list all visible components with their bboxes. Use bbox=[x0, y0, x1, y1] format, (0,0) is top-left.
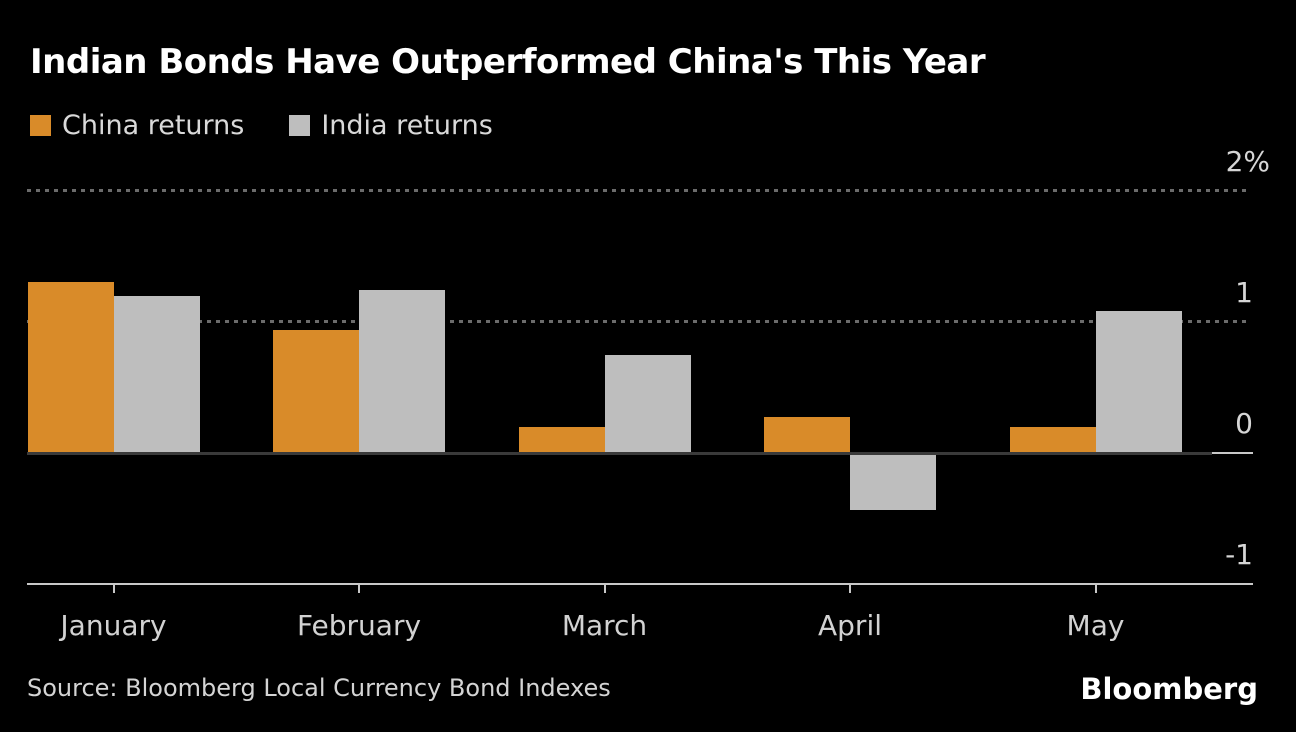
gridline-1 bbox=[27, 320, 1250, 323]
x-axis-label-april: April bbox=[818, 609, 882, 642]
legend-swatch-china bbox=[30, 115, 51, 136]
x-axis-tick-april bbox=[849, 583, 851, 593]
zero-line bbox=[27, 452, 1212, 455]
x-axis-label-march: March bbox=[561, 609, 648, 642]
bar-april-india bbox=[850, 455, 936, 511]
x-axis-line bbox=[27, 583, 1253, 585]
legend-swatch-india bbox=[289, 115, 311, 136]
x-axis-tick-may bbox=[1094, 583, 1097, 593]
y-axis-label-0: 0 bbox=[1235, 407, 1253, 440]
x-axis-tick-january bbox=[112, 583, 115, 593]
legend-label-india: India returns bbox=[321, 110, 493, 141]
chart-title: Indian Bonds Have Outperformed China's T… bbox=[30, 42, 986, 82]
bar-may-china bbox=[1009, 427, 1096, 452]
x-axis-tick-february bbox=[358, 583, 360, 593]
source-note: Source: Bloomberg Local Currency Bond In… bbox=[27, 674, 611, 702]
y-axis-label--1: -1 bbox=[1225, 538, 1253, 571]
bar-march-india bbox=[604, 355, 691, 452]
y-axis-label-2-: 2% bbox=[1225, 145, 1270, 178]
bar-january-india bbox=[113, 296, 200, 452]
legend-item-india: India returns bbox=[289, 110, 493, 141]
gridline-2- bbox=[27, 189, 1250, 192]
x-axis-tick-march bbox=[603, 583, 606, 593]
bar-april-china bbox=[764, 416, 850, 452]
x-axis-label-february: February bbox=[296, 609, 422, 642]
y-axis-label-1: 1 bbox=[1235, 276, 1253, 309]
bar-march-china bbox=[518, 427, 605, 452]
legend: China returns India returns bbox=[30, 110, 493, 141]
legend-label-china: China returns bbox=[62, 110, 245, 141]
legend-item-china: China returns bbox=[30, 110, 244, 141]
x-axis-label-january: January bbox=[60, 609, 167, 642]
bar-february-india bbox=[359, 289, 445, 452]
bar-february-china bbox=[273, 330, 359, 452]
x-axis-label-may: May bbox=[1066, 609, 1125, 642]
bar-may-india bbox=[1095, 310, 1182, 452]
bloomberg-logo: Bloomberg bbox=[1080, 672, 1258, 706]
zero-line-tick bbox=[1212, 452, 1253, 454]
bar-january-china bbox=[27, 281, 114, 452]
